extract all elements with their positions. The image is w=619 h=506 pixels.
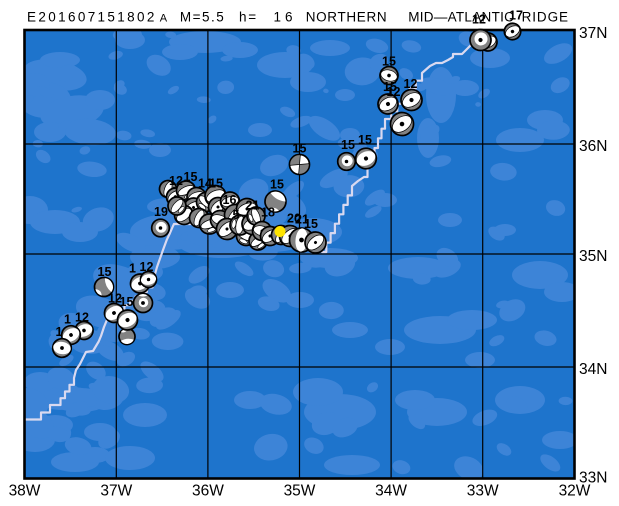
svg-text:h=: h= <box>239 10 256 25</box>
svg-text:12: 12 <box>472 12 486 26</box>
svg-text:12: 12 <box>108 292 122 306</box>
svg-text:15: 15 <box>382 55 396 69</box>
svg-text:1: 1 <box>129 262 136 276</box>
svg-text:18: 18 <box>261 206 275 220</box>
svg-text:12: 12 <box>169 174 183 188</box>
svg-text:1: 1 <box>56 325 63 339</box>
svg-text:21: 21 <box>246 199 260 213</box>
svg-text:12: 12 <box>75 311 89 325</box>
svg-text:12: 12 <box>404 77 418 91</box>
svg-text:19: 19 <box>154 205 168 219</box>
svg-text:20: 20 <box>287 212 301 226</box>
svg-text:15: 15 <box>120 295 134 309</box>
svg-text:36W: 36W <box>192 483 224 500</box>
svg-text:37W: 37W <box>100 483 132 500</box>
svg-text:37N: 37N <box>579 25 607 42</box>
svg-text:33N: 33N <box>579 470 607 487</box>
svg-text:5: 5 <box>233 208 240 222</box>
svg-text:36N: 36N <box>579 138 607 155</box>
svg-text:15: 15 <box>98 265 112 279</box>
svg-text:15: 15 <box>270 178 284 192</box>
svg-text:M=5.5: M=5.5 <box>180 10 224 25</box>
svg-text:15: 15 <box>304 217 318 231</box>
svg-text:E201607151802: E201607151802 <box>27 10 154 25</box>
svg-text:34N: 34N <box>579 361 607 378</box>
svg-text:38W: 38W <box>9 483 41 500</box>
svg-text:15: 15 <box>341 138 355 152</box>
svg-text:15: 15 <box>293 142 307 156</box>
svg-text:NORTHERN: NORTHERN <box>306 10 387 25</box>
svg-text:21: 21 <box>295 213 309 227</box>
svg-text:15: 15 <box>184 170 198 184</box>
svg-text:34W: 34W <box>375 483 407 500</box>
svg-text:32W: 32W <box>559 483 591 500</box>
svg-text:16: 16 <box>223 193 237 207</box>
svg-text:1: 1 <box>64 313 71 327</box>
svg-text:35N: 35N <box>579 248 607 265</box>
svg-text:14: 14 <box>198 177 212 191</box>
svg-text:RIDGE: RIDGE <box>522 10 568 25</box>
svg-text:17: 17 <box>509 9 523 23</box>
svg-text:15: 15 <box>209 177 223 191</box>
svg-text:15: 15 <box>358 133 372 147</box>
svg-text:15: 15 <box>383 80 397 94</box>
svg-text:12: 12 <box>387 85 401 99</box>
svg-text:MID—ATLANTIC: MID—ATLANTIC <box>408 10 514 25</box>
svg-text:A: A <box>160 13 168 25</box>
svg-text:12: 12 <box>140 260 154 274</box>
svg-text:33W: 33W <box>467 483 499 500</box>
svg-text:35W: 35W <box>284 483 316 500</box>
